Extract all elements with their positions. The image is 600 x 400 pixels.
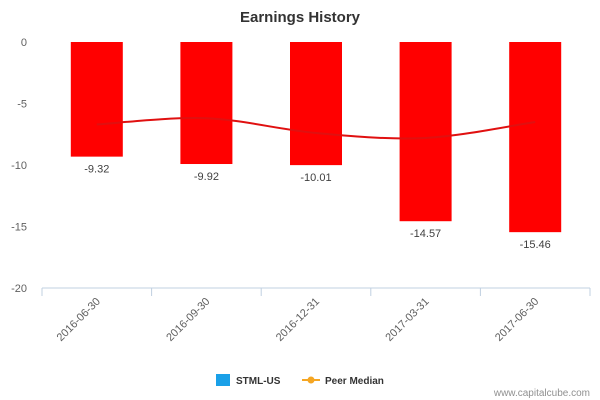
y-tick-label: -15 bbox=[11, 222, 27, 234]
data-label: -14.57 bbox=[410, 228, 441, 240]
data-labels: -9.32 -9.92 -10.01 -14.57 -15.46 bbox=[84, 164, 551, 252]
x-tick-label: 2017-03-31 bbox=[383, 296, 431, 344]
x-axis: 2016-06-30 2016-09-30 2016-12-31 2017-03-31… bbox=[41, 288, 591, 344]
legend-marker-peer-median bbox=[307, 376, 315, 384]
legend-label-stml: STML-US bbox=[236, 376, 281, 387]
y-axis: 0 -5 -10 -15 -20 bbox=[11, 37, 27, 295]
data-label: -9.32 bbox=[84, 164, 109, 176]
bar[interactable] bbox=[509, 42, 562, 233]
chart-title: Earnings History bbox=[240, 9, 361, 26]
bar[interactable] bbox=[399, 42, 452, 222]
x-tick-label: 2016-06-30 bbox=[55, 296, 103, 344]
bar[interactable] bbox=[290, 42, 342, 166]
data-label: -10.01 bbox=[300, 172, 331, 184]
legend-item-peer-median[interactable]: Peer Median bbox=[302, 376, 384, 387]
peer-median-line[interactable] bbox=[96, 117, 536, 140]
legend-item-stml[interactable]: STML-US bbox=[216, 374, 281, 387]
y-tick-label: 0 bbox=[21, 37, 27, 49]
x-tick-label: 2017-06-30 bbox=[493, 296, 541, 344]
data-label: -15.46 bbox=[520, 239, 551, 251]
y-tick-label: -20 bbox=[11, 283, 27, 295]
credit-text: www.capitalcube.com bbox=[493, 388, 590, 399]
y-tick-label: -5 bbox=[17, 99, 27, 111]
legend-swatch-stml bbox=[216, 374, 230, 386]
bar[interactable] bbox=[70, 42, 123, 157]
bar-series bbox=[70, 42, 562, 233]
legend-label-peer-median: Peer Median bbox=[325, 376, 384, 387]
y-tick-label: -10 bbox=[11, 160, 27, 172]
peer-median-series bbox=[96, 117, 536, 140]
legend: STML-US Peer Median bbox=[216, 374, 384, 387]
bar[interactable] bbox=[180, 42, 233, 165]
data-label: -9.92 bbox=[194, 171, 219, 183]
x-tick-label: 2016-12-31 bbox=[274, 296, 322, 344]
x-tick-label: 2016-09-30 bbox=[164, 296, 212, 344]
